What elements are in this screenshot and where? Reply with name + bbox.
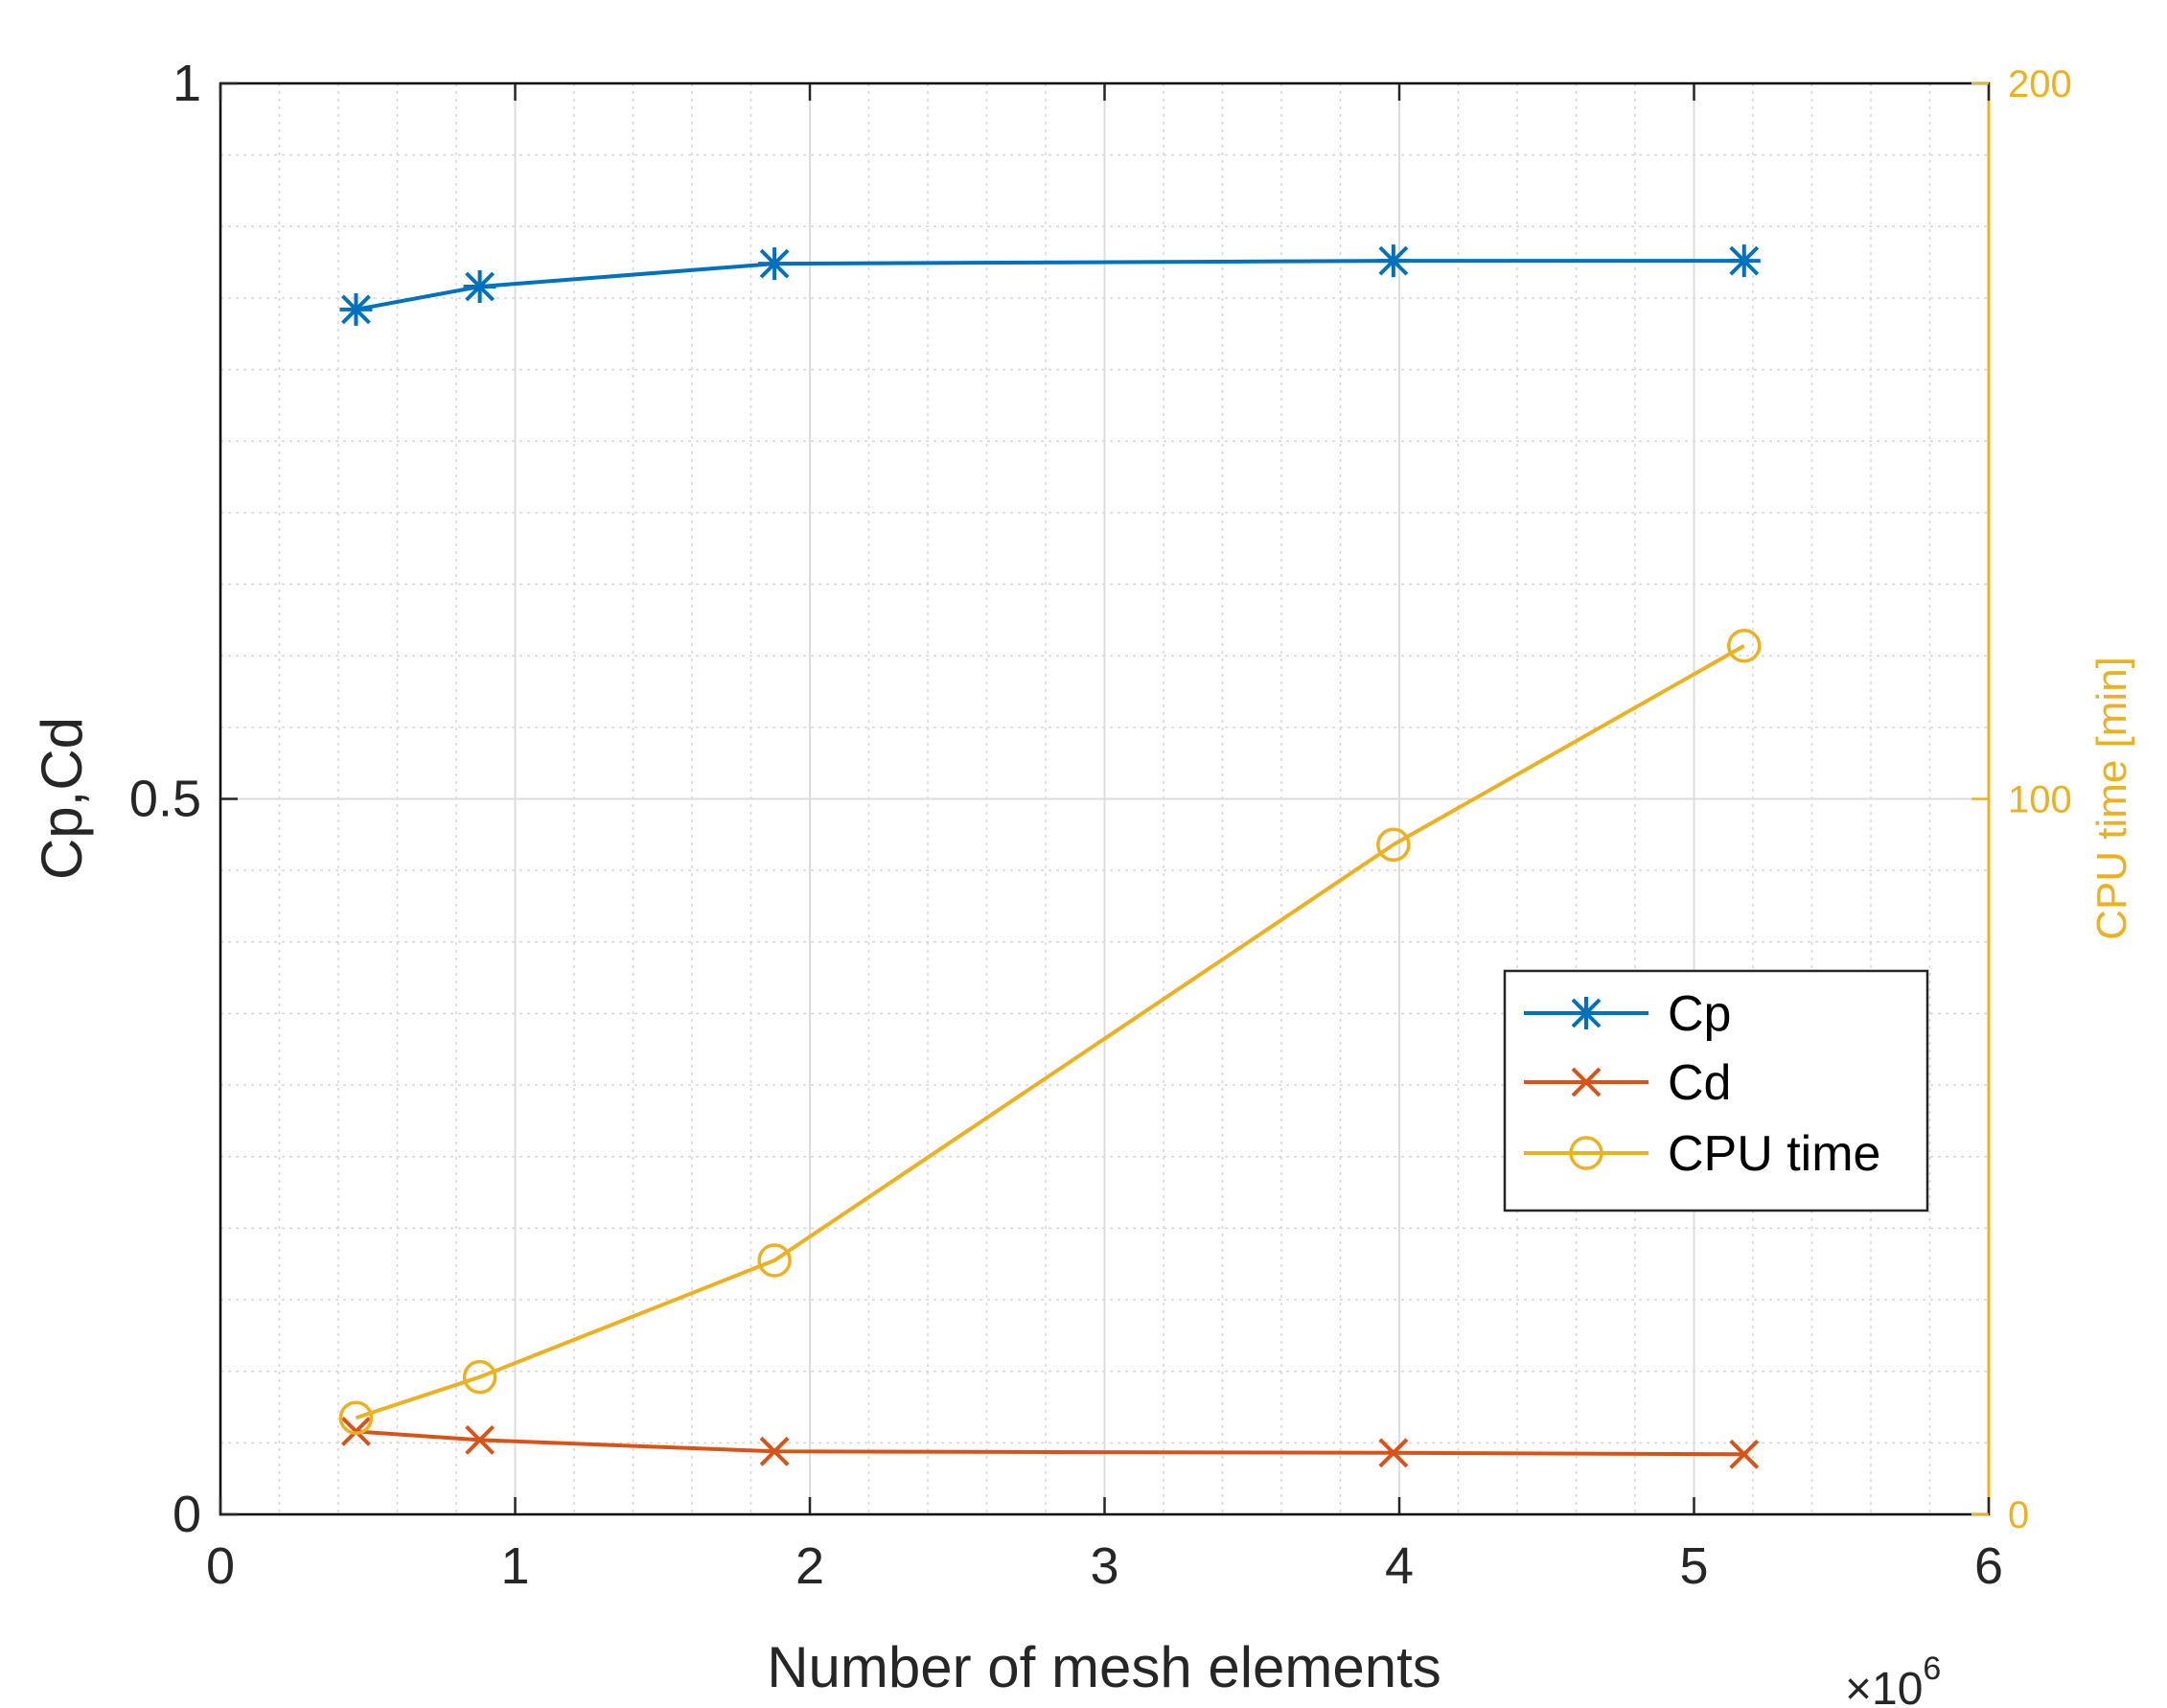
legend-item-cp: Cp (1524, 986, 1731, 1042)
y-tick-label: 0 (173, 1486, 201, 1543)
data-point-cp (1727, 244, 1761, 278)
right-y-tick-label: 200 (2008, 63, 2072, 105)
data-point-cp (339, 292, 373, 326)
data-point-cp (758, 247, 792, 281)
series-line-cp (356, 259, 1744, 312)
x-tick-label: 6 (1974, 1537, 2003, 1595)
x-tick-label: 0 (206, 1537, 235, 1595)
legend: Cp Cd CPU time (1503, 969, 1929, 1212)
data-point-cpu-time (338, 1400, 374, 1435)
x-axis-ticks: 0 1 2 3 4 5 6 (206, 83, 2003, 1595)
marker-stroke (341, 1416, 371, 1446)
right-y-tick-label: 100 (2008, 779, 2072, 821)
data-point-cd (1378, 1438, 1409, 1468)
data-point-cd (341, 1416, 371, 1446)
series-group (338, 244, 1762, 1469)
x-tick-label: 5 (1679, 1537, 1708, 1595)
series-line-cpu-time (355, 644, 1745, 1420)
x-axis-exponent: ×106 (1845, 1650, 1941, 1708)
y-axis-label: Cp,Cd (30, 717, 94, 880)
legend-swatch-marker (1570, 997, 1602, 1029)
x-tick-label: 3 (1090, 1537, 1118, 1595)
marker-stroke (1571, 1067, 1602, 1097)
data-point-cd (465, 1424, 496, 1455)
series-cd (341, 1416, 1760, 1469)
legend-item-cd: Cd (1524, 1055, 1731, 1111)
series-cpu-time (338, 628, 1762, 1435)
data-point-cp (1376, 244, 1410, 278)
x-tick-label: 2 (795, 1537, 824, 1595)
x-tick-label: 4 (1385, 1537, 1414, 1595)
y-tick-label: 1 (173, 55, 201, 112)
legend-label: Cp (1668, 986, 1731, 1042)
y-tick-label: 0.5 (129, 771, 201, 828)
data-point-cd (759, 1436, 790, 1466)
data-point-cd (1729, 1439, 1760, 1469)
right-y-axis-label: CPU time [min] (2088, 657, 2135, 940)
marker-stroke (1729, 1439, 1760, 1469)
series-cp (339, 244, 1761, 326)
data-point-cpu-time (1727, 628, 1762, 663)
legend-swatch-marker (1569, 1136, 1603, 1170)
data-point-cpu-time (1376, 827, 1411, 863)
data-point-cpu-time (757, 1243, 792, 1278)
legend-item-cpu-time: CPU time (1524, 1126, 1880, 1182)
right-y-tick-label: 0 (2008, 1494, 2029, 1536)
legend-swatch-marker (1571, 1067, 1602, 1097)
data-point-cp (463, 270, 496, 304)
y-axis-ticks: 00.51 (129, 55, 238, 1543)
legend-label: Cd (1668, 1055, 1731, 1111)
x-axis-label: Number of mesh elements (767, 1635, 1441, 1699)
legend-label: CPU time (1668, 1126, 1880, 1182)
marker-stroke (1378, 1438, 1409, 1468)
marker-stroke (465, 1424, 496, 1455)
data-point-cpu-time (462, 1359, 497, 1395)
marker-stroke (759, 1436, 790, 1466)
x-tick-label: 1 (500, 1537, 529, 1595)
right-y-axis-ticks: 0 100 200 (1971, 63, 2072, 1536)
